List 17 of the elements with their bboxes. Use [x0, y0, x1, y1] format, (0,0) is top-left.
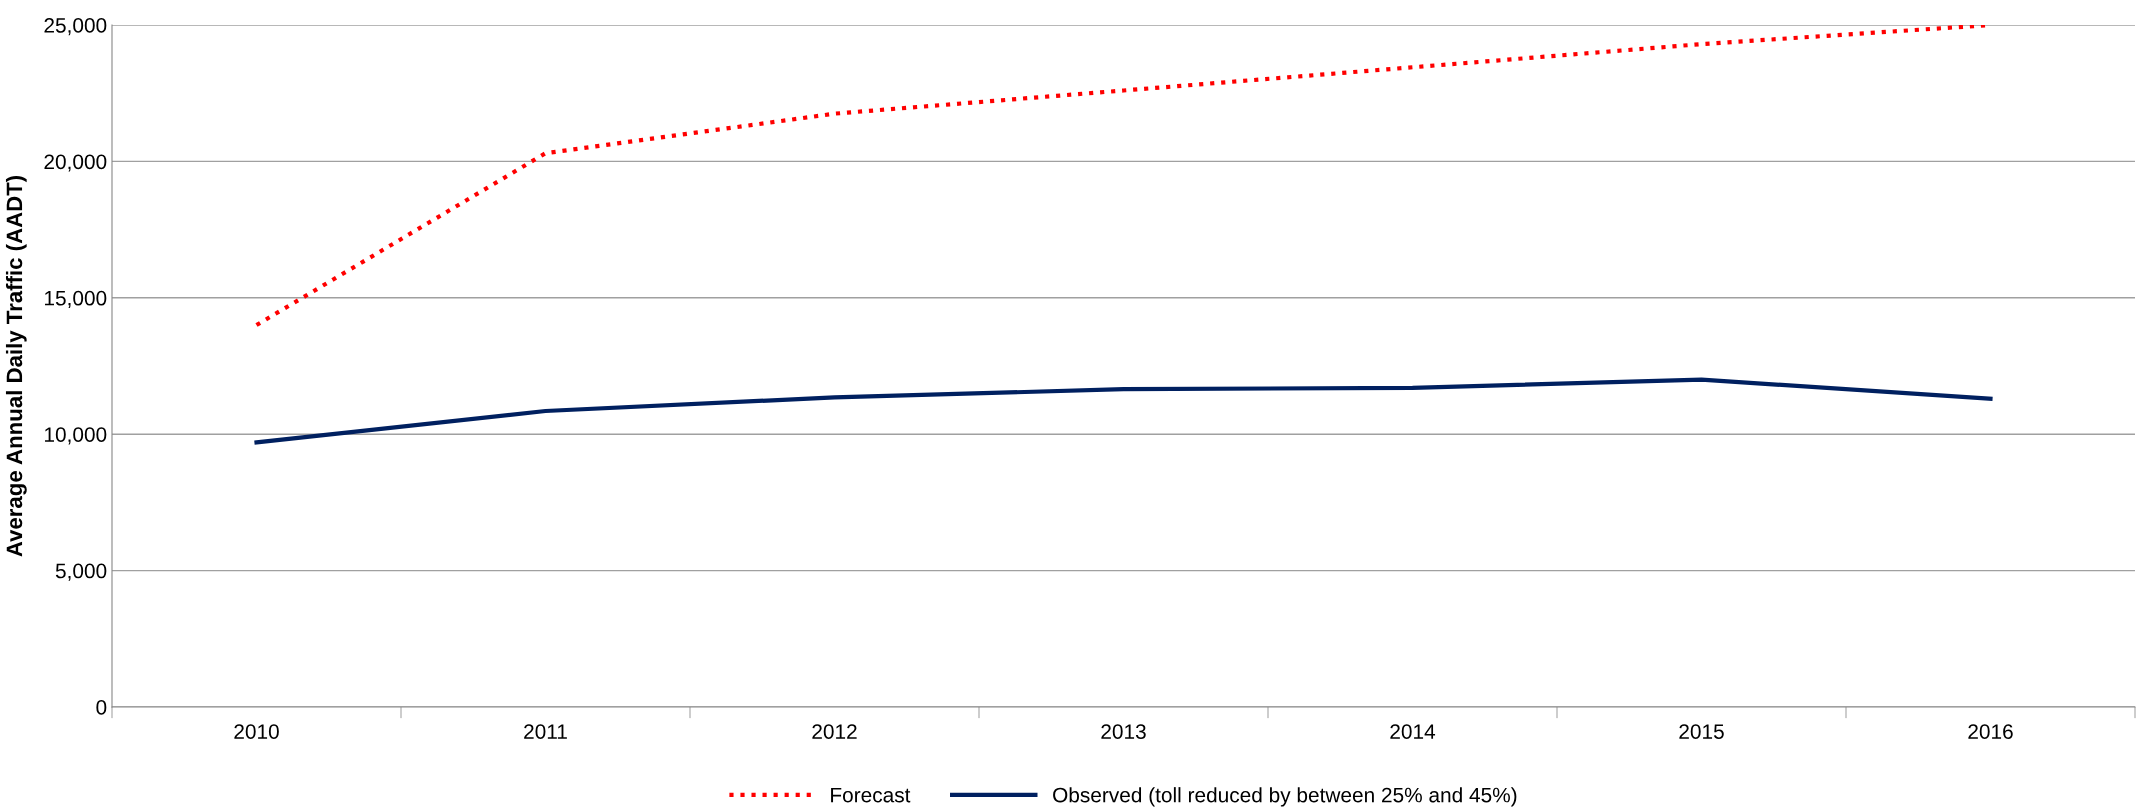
legend-label: Forecast	[831, 787, 911, 803]
x-tick-label: 2011	[524, 724, 567, 739]
x-tick-label: 2010	[234, 724, 279, 739]
legend-label: Observed (toll reduced by between 25% and 45%)	[1053, 787, 1517, 807]
y-tick-label: 10,000	[45, 427, 107, 445]
y-tick-label: 15,000	[45, 290, 107, 309]
x-tick-label: 2014	[1390, 724, 1436, 739]
y-tick-label: 20,000	[44, 154, 107, 172]
y-tick-label: 5,000	[55, 563, 107, 581]
line-series	[254, 377, 1993, 445]
y-axis-title: Average Annual Daily Traffic (AADT)	[5, 175, 27, 557]
x-tick-label: 2012	[812, 724, 857, 739]
x-tick-label: 2013	[1101, 724, 1146, 739]
x-tick-label: 2016	[1968, 724, 2013, 739]
y-tick-label: 25,000	[44, 18, 107, 36]
x-tick-label: 2015	[1679, 724, 1724, 739]
y-tick-label: 0	[96, 700, 107, 715]
